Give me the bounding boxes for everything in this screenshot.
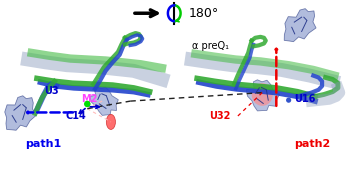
Text: path2: path2 bbox=[294, 139, 330, 149]
Polygon shape bbox=[246, 80, 279, 111]
Text: 180°: 180° bbox=[188, 7, 219, 20]
Text: U32: U32 bbox=[209, 111, 231, 121]
Text: U3: U3 bbox=[44, 86, 58, 96]
Text: U16: U16 bbox=[294, 94, 315, 104]
Ellipse shape bbox=[252, 83, 273, 106]
Point bbox=[286, 99, 291, 102]
Text: path1: path1 bbox=[25, 139, 61, 149]
Text: α preQ₁: α preQ₁ bbox=[192, 41, 229, 51]
Text: C14: C14 bbox=[65, 111, 86, 121]
Polygon shape bbox=[89, 87, 118, 115]
Point bbox=[84, 102, 90, 105]
Text: M2: M2 bbox=[82, 94, 98, 104]
Ellipse shape bbox=[106, 114, 115, 129]
Polygon shape bbox=[5, 96, 37, 130]
Polygon shape bbox=[284, 9, 316, 42]
